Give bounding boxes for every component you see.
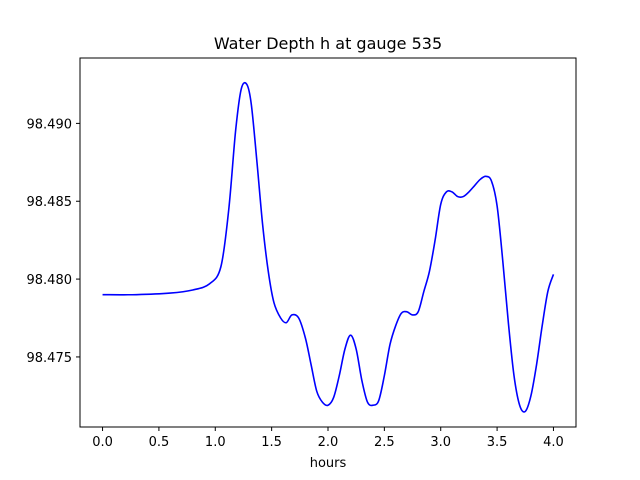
y-axis-ticks: 98.475 98.480 98.485 98.490 xyxy=(27,117,80,366)
plot-frame xyxy=(79,57,577,428)
series-line xyxy=(102,81,555,413)
y-tick-label: 98.475 xyxy=(27,351,73,366)
x-tick-label: 2.0 xyxy=(318,435,339,450)
x-tick-label: 4.0 xyxy=(543,435,564,450)
y-tick-label: 98.480 xyxy=(27,273,73,288)
x-tick-label: 3.0 xyxy=(430,435,451,450)
x-tick-label: 1.0 xyxy=(205,435,226,450)
x-axis-label: hours xyxy=(310,456,347,471)
x-axis-ticks: 0.0 0.5 1.0 1.5 2.0 2.5 3.0 3.5 4.0 xyxy=(92,427,564,450)
y-tick-label: 98.490 xyxy=(27,117,73,132)
x-tick-label: 3.5 xyxy=(487,435,508,450)
chart-title: Water Depth h at gauge 535 xyxy=(214,34,442,53)
x-tick-label: 0.0 xyxy=(92,435,113,450)
y-tick-label: 98.485 xyxy=(27,195,73,210)
x-tick-label: 0.5 xyxy=(149,435,170,450)
plot-lines xyxy=(102,81,555,413)
x-tick-label: 2.5 xyxy=(374,435,395,450)
x-tick-label: 1.5 xyxy=(261,435,282,450)
